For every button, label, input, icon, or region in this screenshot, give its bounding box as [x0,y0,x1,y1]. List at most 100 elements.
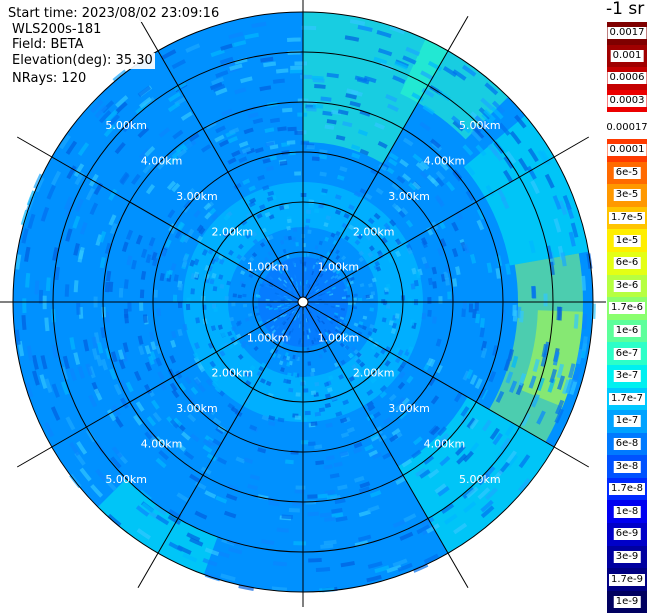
speckle-cell [252,238,259,245]
speckle-cell [346,426,355,434]
speckle-cell [293,316,297,321]
range-label-135-1: 2.00km [353,367,395,380]
speckle-cell [151,251,158,261]
speckle-cell [62,355,70,370]
speckle-cell [340,359,346,366]
speckle-cell [234,87,247,95]
speckle-cell [396,175,406,184]
speckle-cell [63,196,73,211]
speckle-cell [293,372,298,377]
speckle-cell [366,574,382,583]
range-label-135-4: 5.00km [459,473,501,486]
colorbar-level: 6e-5 [607,161,647,185]
speckle-cell [358,509,371,517]
speckle-cell [187,228,195,237]
speckle-cell [358,486,371,494]
speckle-cell [562,379,571,395]
speckle-cell [186,532,201,542]
speckle-cell [406,247,413,255]
speckle-cell [295,392,301,397]
speckle-cell [123,279,129,289]
ppi-plot: 1.00km 2.00km 3.00km 4.00km 5.00km 1.00km 2.00… [0,0,606,607]
speckle-cell [156,308,162,317]
speckle-cell [377,434,388,442]
speckle-cell [310,307,315,311]
speckle-cell [303,261,307,266]
speckle-cell [531,393,540,408]
speckle-cell [284,352,289,357]
speckle-cell [352,265,359,271]
speckle-cell [79,467,92,482]
speckle-cell [79,221,88,235]
speckle-cell [94,104,108,119]
speckle-cell [214,385,223,394]
speckle-cell [276,294,282,297]
speckle-cell [410,283,416,290]
speckle-cell [294,415,301,420]
speckle-cell [21,228,29,244]
speckle-cell [243,127,254,135]
speckle-cell [212,374,220,382]
speckle-cell [225,493,238,501]
speckle-cell [478,387,487,399]
speckle-cell [172,294,178,302]
speckle-cell [299,259,303,264]
speckle-cell [560,252,567,267]
speckle-cell [407,298,412,305]
speckle-cell [66,165,77,180]
speckle-cell [233,230,241,238]
speckle-cell [419,160,430,171]
speckle-cell [531,286,537,299]
speckle-cell [228,31,244,40]
speckle-cell [244,32,259,40]
speckle-cell [281,307,286,310]
speckle-cell [294,61,308,66]
speckle-cell [290,65,303,70]
speckle-cell [326,290,331,294]
speckle-cell [260,56,274,63]
speckle-cell [269,348,275,354]
speckle-cell [419,170,429,180]
speckle-cell [326,72,339,79]
colorbar-level-label: 0.0001 [607,144,647,157]
speckle-cell [137,126,150,139]
speckle-cell [518,373,527,386]
speckle-cell [73,352,81,366]
speckle-cell [555,399,565,415]
speckle-cell [547,378,556,393]
speckle-cell [215,70,229,79]
speckle-cell [226,280,232,286]
speckle-cell [283,204,290,210]
speckle-cell [403,513,417,523]
speckle-cell [198,364,206,373]
speckle-cell [388,393,397,402]
speckle-cell [390,328,397,335]
speckle-cell [168,155,179,166]
speckle-cell [211,272,217,279]
speckle-cell [176,492,189,503]
speckle-cell [207,342,214,349]
speckle-cell [402,137,414,147]
speckle-cell [174,230,182,239]
speckle-cell [60,381,70,396]
speckle-cell [51,170,62,186]
speckle-cell [453,392,463,403]
speckle-cell [267,250,273,256]
speckle-cell [110,456,122,469]
speckle-cell [348,352,355,359]
speckle-cell [505,150,517,164]
speckle-cell [374,565,390,574]
speckle-cell [512,304,517,317]
speckle-cell [200,466,212,475]
speckle-cell [385,94,398,103]
speckle-cell [136,528,151,540]
speckle-cell [227,135,238,144]
speckle-cell [554,408,564,424]
speckle-cell [327,329,332,335]
speckle-cell [115,95,129,108]
colorbar-level-label: 3e-6 [613,279,641,292]
speckle-cell [202,444,213,454]
speckle-cell [269,144,279,150]
speckle-cell [420,70,434,81]
speckle-cell [573,314,579,329]
